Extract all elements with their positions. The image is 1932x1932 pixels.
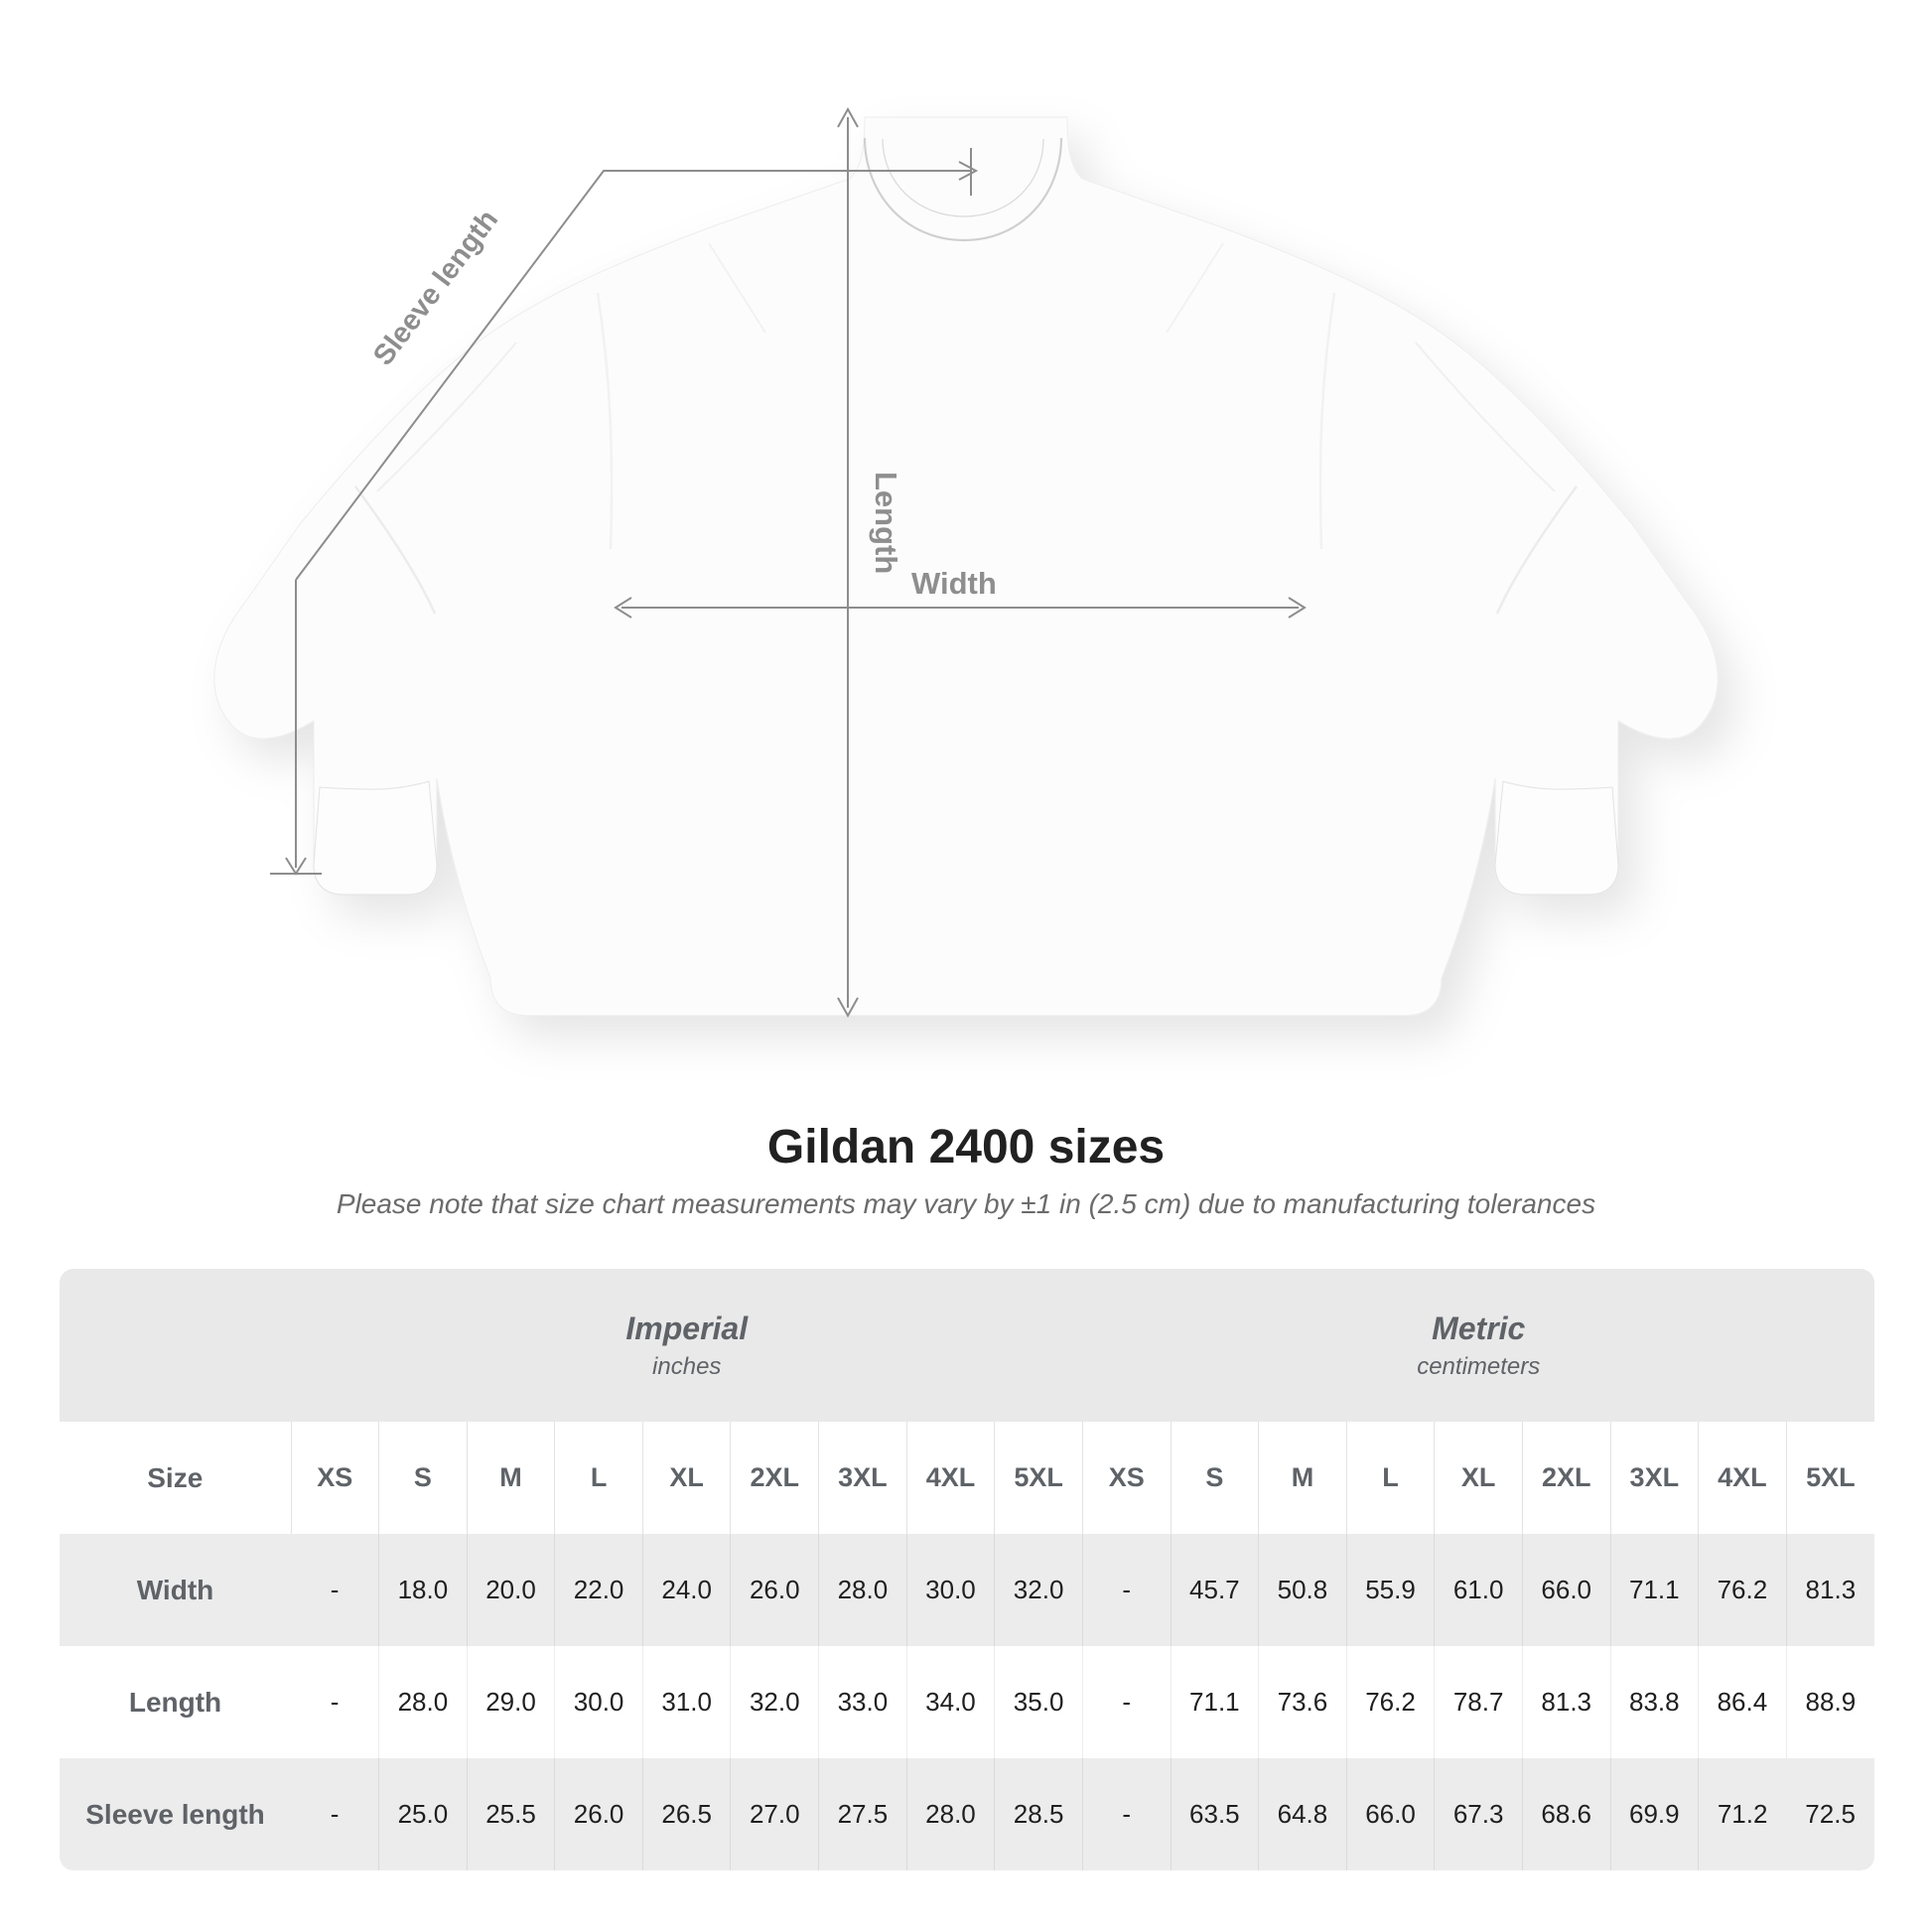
svg-text:Length: Length — [869, 472, 903, 574]
svg-text:Width: Width — [911, 566, 997, 601]
